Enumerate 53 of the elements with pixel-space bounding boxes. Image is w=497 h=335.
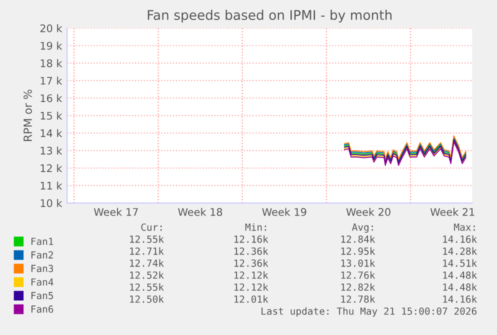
y-tick-label: 20 k xyxy=(40,24,62,32)
x-tick-label: Week 19 xyxy=(262,208,306,216)
x-tick-label: Week 17 xyxy=(94,208,138,216)
y-tick-label: 10 k xyxy=(40,199,62,208)
text: 12.12k xyxy=(234,283,268,291)
text: 12.84k xyxy=(341,235,376,243)
y-tick-label: 15 k xyxy=(40,112,62,120)
text: Avg: xyxy=(352,224,373,233)
legend-label: Fan1 xyxy=(31,238,54,246)
text: 12.82k xyxy=(341,283,376,291)
text: Cur: xyxy=(141,223,162,231)
chart-title: Fan speeds based on IPMI - by month xyxy=(148,10,392,23)
text: 14.48k xyxy=(443,271,477,279)
text: 12.74k xyxy=(130,259,164,267)
text: 14.48k xyxy=(443,283,477,291)
legend-label: Fan6 xyxy=(31,305,54,313)
legend-label: Fan2 xyxy=(31,251,53,259)
legend-label: Fan4 xyxy=(31,278,54,286)
text: 12.01k xyxy=(234,295,268,303)
text: 12.16k xyxy=(234,235,268,243)
text: 12.55k xyxy=(130,283,164,291)
text: 14.16k xyxy=(443,235,477,243)
legend-label: Fan3 xyxy=(31,264,54,272)
y-tick-label: 19 k xyxy=(40,42,62,50)
text: 12.76k xyxy=(341,271,376,279)
y-axis-title: RPM or % xyxy=(24,90,32,141)
text: 12.52k xyxy=(130,271,164,279)
text: 12.36k xyxy=(234,259,268,267)
y-tick-label: 17 k xyxy=(40,76,62,85)
x-tick-label: Week 18 xyxy=(178,208,222,216)
text: 14.16k xyxy=(443,295,477,303)
text: 14.51k xyxy=(443,259,477,267)
legend-label: Fan5 xyxy=(31,292,53,300)
text: 12.78k xyxy=(341,295,376,303)
y-tick-label: 16 k xyxy=(40,94,62,102)
text: 13.01k xyxy=(341,259,376,267)
y-tick-label: 18 k xyxy=(40,59,62,68)
y-tick-label: 13 k xyxy=(40,146,62,155)
text: 12.71k xyxy=(130,247,164,255)
x-tick-label: Week 21 xyxy=(430,208,474,216)
y-tick-label: 12 k xyxy=(40,164,62,172)
text: 12.55k xyxy=(130,235,164,243)
text: 14.28k xyxy=(443,247,477,255)
text: 12.36k xyxy=(234,247,268,255)
text: Max: xyxy=(454,224,475,231)
text: Last update: Thu May 21 15:00:07 2026 xyxy=(262,307,476,317)
text: 12.12k xyxy=(234,271,268,279)
y-tick-label: 11 k xyxy=(40,182,62,190)
text: Min: xyxy=(245,223,266,231)
y-tick-label: 14 k xyxy=(40,129,62,138)
x-tick-label: Week 20 xyxy=(346,208,390,216)
text: 12.95k xyxy=(341,247,376,255)
text: 12.50k xyxy=(130,295,164,303)
